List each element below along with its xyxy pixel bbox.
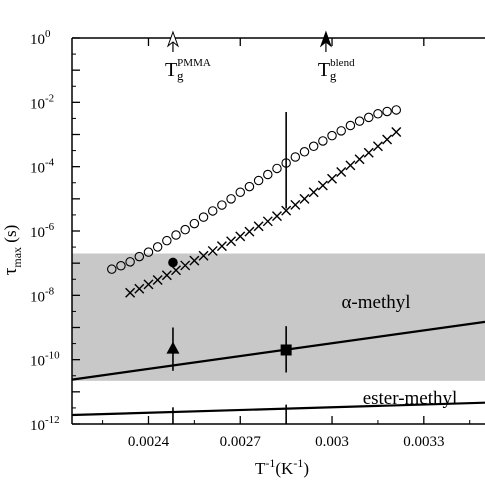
x-tick-label: 0.0027 [220,434,262,450]
cross-point [354,154,365,165]
cross-point [299,193,310,204]
cross-point [152,274,163,285]
open-circle-point [171,230,181,240]
fit-line-ester-methyl [71,401,485,417]
fit-lines-layer [71,112,485,424]
cross-point [189,255,200,266]
y-tick-label: 10-12 [30,414,60,434]
y-tick-label: 10-2 [30,92,54,112]
open-circle-point [125,257,135,267]
open-circle-point [134,251,145,262]
cross-point [281,205,292,216]
cross-point [198,250,209,261]
open-circle-point [180,224,190,235]
cross-point [161,270,172,281]
open-circle-point [373,109,383,119]
open-circle-point [162,235,172,246]
cross-point [363,147,374,158]
cross-point [143,279,154,290]
cross-point [382,134,393,145]
fit-line-alpha-methyl [71,320,485,381]
open-circle-point [281,158,291,168]
triangle-point [166,341,180,354]
x-axis-label: T-1(K-1) [255,456,309,478]
open-circle-point [189,218,200,229]
cross-point [125,287,136,298]
open-circle-point [107,264,117,274]
square-point [280,344,292,356]
tg-label: TPMMA g [165,57,211,83]
cross-point [391,126,402,137]
y-axis-label: τmax (s) [0,225,24,276]
open-circle-point [226,194,236,204]
labels-layer: 0.0024 0.0027 0.003 0.0033 10-12 10-10 10-8 10-… [0,28,457,478]
open-circle-point [327,130,337,141]
cross-point [262,216,273,227]
open-circle-point [382,106,392,117]
cross-point [171,265,182,276]
open-circle-point [318,136,328,146]
x-tick-label: 0.003 [315,434,349,450]
y-tick-label: 10-4 [30,157,55,177]
cross-point [290,199,301,210]
cross-point [244,226,255,237]
cross-point [345,160,356,171]
open-circle-point [345,120,356,131]
open-circle-point [290,152,301,162]
cross-point [216,241,227,252]
filled-circle-point [168,257,178,268]
cross-point [372,141,383,152]
cross-point [235,231,246,242]
tg-arrow-pmma [166,30,180,52]
open-circle-point [263,169,273,180]
y-tick-label: 10-10 [30,350,60,370]
open-circle-point [235,187,246,198]
cross-point [253,221,264,232]
open-circle-point [363,112,374,123]
open-circle-point [217,200,227,210]
axes-layer [71,37,485,425]
tg-label: Tblend g [318,57,355,83]
open-circle-point [308,141,319,152]
cross-point [336,167,347,178]
open-circle-point [391,105,402,115]
cross-point [134,283,145,294]
alpha-methyl-label: α-methyl [341,292,410,313]
cross-point [317,180,328,191]
tg-arrow-blend [319,30,332,52]
open-circle-point [299,147,310,157]
cross-point [271,211,282,222]
shaded-band [72,253,485,381]
open-circle-point [207,206,218,216]
open-circle-point [336,126,346,136]
open-circle-point [152,242,163,252]
open-circle-point [244,181,255,192]
open-circle-point [198,212,209,222]
open-circle-point [272,163,282,174]
cross-point [327,173,338,184]
cross-point [207,245,218,256]
y-tick-label: 100 [30,28,51,48]
open-circle-point [253,175,264,186]
y-tick-label: 10-8 [30,285,55,305]
cross-point [180,260,191,271]
open-circle-point [354,116,365,126]
shaded-band-layer [72,253,485,381]
cross-point [226,236,237,247]
data-markers-layer [107,105,402,373]
x-tick-label: 0.0033 [403,434,444,450]
y-tick-label: 10-6 [30,221,55,241]
cross-point [308,187,319,198]
open-circle-point [143,247,154,257]
open-circle-point [116,261,126,271]
ester-methyl-label: ester-methyl [363,388,458,409]
x-tick-label: 0.0024 [128,434,170,450]
